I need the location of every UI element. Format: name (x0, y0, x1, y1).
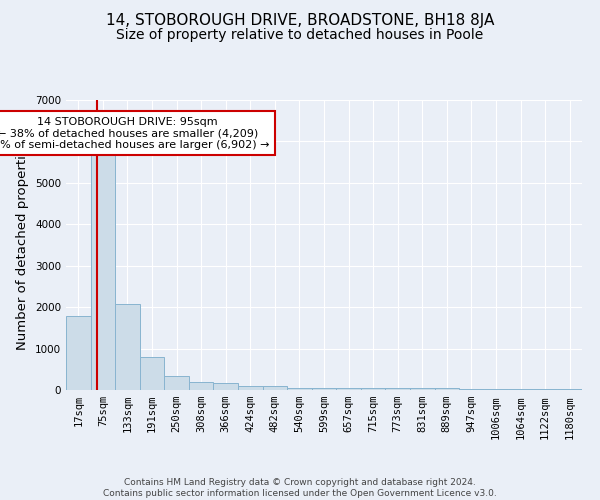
Y-axis label: Number of detached properties: Number of detached properties (16, 140, 29, 350)
Text: 14, STOBOROUGH DRIVE, BROADSTONE, BH18 8JA: 14, STOBOROUGH DRIVE, BROADSTONE, BH18 8… (106, 12, 494, 28)
Bar (164, 376, 189, 390)
Bar (459, 389, 484, 390)
Bar (312, 388, 336, 390)
Bar (287, 388, 312, 390)
Text: Size of property relative to detached houses in Poole: Size of property relative to detached ho… (116, 28, 484, 42)
Bar (336, 388, 361, 390)
Bar (361, 388, 385, 390)
Text: 14 STOBOROUGH DRIVE: 95sqm
← 38% of detached houses are smaller (4,209)
62% of s: 14 STOBOROUGH DRIVE: 95sqm ← 38% of deta… (0, 116, 269, 150)
Bar (484, 389, 508, 390)
Bar (434, 388, 459, 390)
Bar (410, 388, 434, 390)
Bar (557, 389, 582, 390)
Bar (91, 150, 115, 390)
Bar (263, 386, 287, 390)
Bar (214, 384, 238, 390)
Bar (115, 304, 140, 390)
Bar (140, 357, 164, 390)
Bar (238, 386, 263, 390)
Bar (189, 382, 214, 390)
Bar (385, 388, 410, 390)
Bar (66, 316, 91, 390)
Bar (533, 389, 557, 390)
Bar (508, 389, 533, 390)
Text: Contains HM Land Registry data © Crown copyright and database right 2024.
Contai: Contains HM Land Registry data © Crown c… (103, 478, 497, 498)
